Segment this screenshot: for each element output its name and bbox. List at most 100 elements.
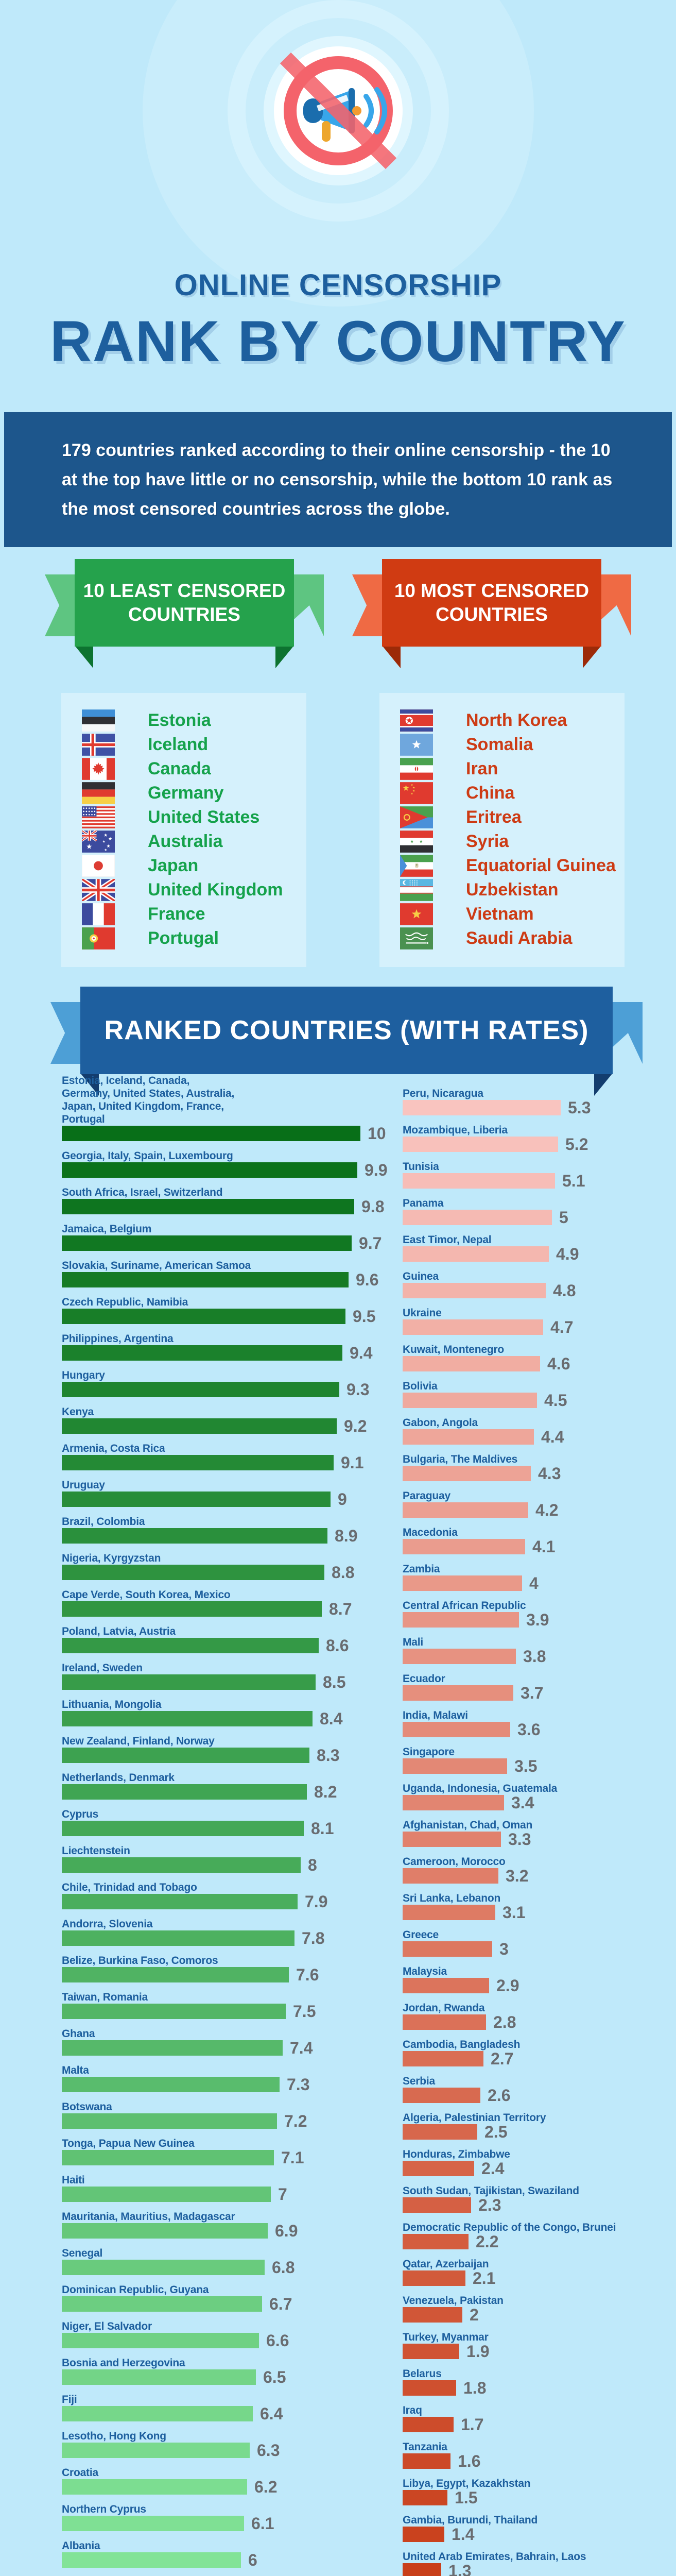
japan-flag-icon [82, 855, 115, 877]
chart-row: Niger, El Salvador 6.6 [62, 2320, 408, 2349]
ribbon-fold [583, 646, 601, 668]
chart-row-label: Ghana [62, 2028, 95, 2040]
chart-row-label: Kenya [62, 1406, 94, 1418]
chart-bar [403, 2344, 459, 2359]
chart-bar-value: 8.5 [323, 1673, 346, 1691]
chart-row: Mozambique, Liberia 5.2 [403, 1124, 676, 1153]
country-list-item: Portugal [82, 926, 306, 951]
chart-row-label: Tanzania [403, 2441, 447, 2453]
chart-bar [62, 2077, 280, 2092]
chart-bar [62, 2369, 256, 2385]
chart-bar [62, 1418, 337, 1434]
chart-row-label: Philippines, Argentina [62, 1333, 174, 1345]
chart-row-label: Nigeria, Kyrgyzstan [62, 1552, 161, 1564]
chart-bar-value: 7.9 [305, 1892, 328, 1911]
chart-bar-value: 6.5 [263, 2368, 286, 2386]
country-name: Canada [148, 759, 211, 778]
chart-bar [403, 2490, 447, 2505]
chart-bar-value: 3.8 [523, 1647, 546, 1666]
country-list-item: Syria [400, 829, 625, 854]
chart-bar [403, 1429, 534, 1445]
chart-row-label: Jordan, Rwanda [403, 2002, 485, 2014]
country-list-item: Estonia [82, 708, 306, 733]
chart-bar [62, 2443, 250, 2458]
chart-bar-value: 4 [529, 1574, 539, 1592]
chart-row: Ireland, Sweden 8.5 [62, 1662, 408, 1690]
chart-row-label: New Zealand, Finland, Norway [62, 1735, 215, 1747]
chart-bar-value: 4.5 [544, 1391, 567, 1410]
least-censored-panel: Estonia Iceland Canada Germany United States… [61, 693, 306, 967]
chart-bar-value: 7 [278, 2185, 287, 2204]
chart-bar-value: 8.2 [314, 1783, 337, 1801]
country-list-item: Eritrea [400, 805, 625, 829]
chart-bar [403, 2234, 469, 2249]
chart-bar [62, 2223, 268, 2239]
chart-row-label: Belize, Burkina Faso, Comoros [62, 1955, 218, 1967]
chart-row: Venezuela, Pakistan 2 [403, 2294, 676, 2323]
chart-row: Czech Republic, Namibia 9.5 [62, 1296, 408, 1325]
chart-row-label: Macedonia [403, 1527, 458, 1538]
country-name: China [466, 783, 515, 803]
chart-bar [403, 1649, 516, 1664]
chart-row: Uruguay 9 [62, 1479, 408, 1507]
portugal-flag-icon [82, 927, 115, 950]
country-list-item: Iran [400, 757, 625, 781]
china-flag-icon [400, 782, 433, 804]
chart-bar-value: 7.1 [281, 2148, 304, 2167]
chart-bar [62, 1674, 316, 1690]
chart-bar-value: 9.9 [365, 1161, 388, 1179]
chart-row-label: Haiti [62, 2174, 85, 2186]
chart-row-label: Ukraine [403, 1307, 442, 1319]
chart-row-label: Gambia, Burundi, Thailand [403, 2514, 538, 2526]
chart-bar-value: 9.8 [361, 1197, 385, 1216]
chart-bar-value: 8.9 [335, 1527, 358, 1545]
country-name: North Korea [466, 710, 567, 730]
chart-row-label: Armenia, Costa Rica [62, 1443, 165, 1454]
chart-bar [403, 1173, 555, 1189]
chart-bar [403, 2014, 486, 2030]
chart-row: Northern Cyprus 6.1 [62, 2503, 408, 2532]
chart-row: Haiti 7 [62, 2174, 408, 2202]
intro-box: 179 countries ranked according to their … [4, 412, 672, 547]
estonia-flag-icon [82, 709, 115, 732]
chart-bar [403, 2307, 462, 2323]
country-name: Uzbekistan [466, 880, 559, 900]
chart-row: Liechtenstein 8 [62, 1844, 408, 1873]
chart-row: Belize, Burkina Faso, Comoros 7.6 [62, 1954, 408, 1983]
chart-bar-value: 6.9 [275, 2222, 298, 2240]
ribbon-fold [382, 646, 401, 668]
chart-bar-value: 9 [338, 1490, 347, 1509]
country-name: United States [148, 807, 260, 827]
chart-row-label: Hungary [62, 1369, 105, 1381]
chart-row-label: Cambodia, Bangladesh [403, 2039, 521, 2050]
chart-row: Algeria, Palestinian Territory 2.5 [403, 2111, 676, 2140]
chart-row: Greece 3 [403, 1928, 676, 1957]
country-list-item: Japan [82, 854, 306, 878]
chart-row-label: Chile, Trinidad and Tobago [62, 1882, 197, 1893]
chart-row: Uganda, Indonesia, Guatemala 3.4 [403, 1782, 676, 1811]
chart-bar-value: 1.5 [455, 2488, 478, 2507]
canada-flag-icon [82, 758, 115, 780]
chart-bar-value: 6 [248, 2551, 257, 2569]
chart-bar-value: 3.9 [526, 1611, 549, 1629]
country-list-item: United Kingdom [82, 878, 306, 902]
chart-bar [403, 2527, 444, 2542]
least-censored-ribbon: 10 LEAST CENSORED COUNTRIES [45, 559, 324, 668]
equatorial-guinea-flag-icon [400, 855, 433, 877]
most-censored-ribbon-label: 10 MOST CENSORED COUNTRIES [382, 559, 601, 647]
chart-bar-value: 8.8 [332, 1563, 355, 1582]
country-name: Equatorial Guinea [466, 856, 616, 875]
chart-bar [62, 2296, 262, 2312]
chart-row: Libya, Egypt, Kazakhstan 1.5 [403, 2477, 676, 2507]
country-name: United Kingdom [148, 880, 283, 900]
chart-bar-value: 9.7 [359, 1234, 382, 1252]
chart-bar [403, 2563, 441, 2576]
country-list-item: Australia [82, 829, 306, 854]
chart-row: Armenia, Costa Rica 9.1 [62, 1442, 408, 1471]
chart-row-label: Qatar, Azerbaijan [403, 2258, 489, 2270]
chart-row: Sri Lanka, Lebanon 3.1 [403, 1892, 676, 1921]
country-list-item: Germany [82, 781, 306, 805]
uzbekistan-flag-icon [400, 879, 433, 901]
chart-row: Dominican Republic, Guyana 6.7 [62, 2283, 408, 2312]
country-name: Japan [148, 856, 199, 875]
